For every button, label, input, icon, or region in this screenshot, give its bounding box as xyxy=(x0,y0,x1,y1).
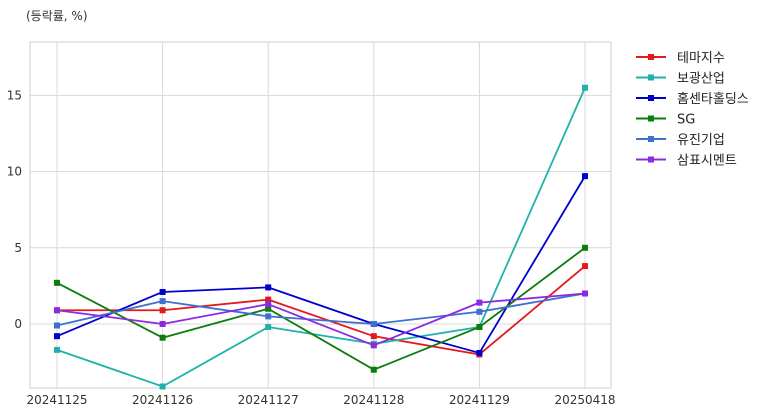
data-point xyxy=(476,324,483,331)
legend-label: 유진기업 xyxy=(677,133,725,148)
y-tick-label: 0 xyxy=(14,317,22,331)
legend-item: 홈센타홀딩스 xyxy=(636,92,749,107)
series-line xyxy=(56,87,586,388)
data-point xyxy=(582,244,588,251)
grid: 20241125 20241126 20241127 20241128 20241129… xyxy=(7,41,616,407)
series-line xyxy=(56,292,586,347)
data-point xyxy=(265,305,272,312)
legend-label: 삼표시멘트 xyxy=(677,154,737,169)
data-point xyxy=(370,342,377,349)
data-point xyxy=(476,349,483,356)
data-point xyxy=(159,307,166,314)
x-tick-label: 20241129 xyxy=(449,393,510,407)
series-SG xyxy=(54,244,588,373)
data-point xyxy=(582,173,588,180)
legend-item: 삼표시멘트 xyxy=(636,154,737,169)
data-point xyxy=(265,313,272,320)
data-point xyxy=(476,308,483,315)
data-point xyxy=(159,334,166,341)
series-lines xyxy=(54,84,588,390)
legend-item: 유진기업 xyxy=(636,133,725,148)
legend-swatch-marker xyxy=(648,115,654,122)
y-tick-label: 10 xyxy=(7,165,22,179)
series-삼표시멘트 xyxy=(54,290,588,349)
data-point xyxy=(54,322,60,329)
data-point xyxy=(370,320,377,327)
data-point xyxy=(159,320,166,327)
legend-label: 홈센타홀딩스 xyxy=(677,92,749,107)
series-line xyxy=(56,247,586,371)
data-point xyxy=(370,366,377,373)
legend-label: 보광산업 xyxy=(677,72,725,87)
legend-swatch-marker xyxy=(648,54,654,60)
series-line xyxy=(57,265,586,356)
data-point xyxy=(54,333,60,340)
legend-item: SG xyxy=(636,113,695,128)
x-tick-label: 20241126 xyxy=(132,393,193,407)
data-point xyxy=(54,307,60,314)
x-tick-label: 20241127 xyxy=(238,393,299,407)
data-point xyxy=(159,383,166,390)
legend-item: 테마지수 xyxy=(636,51,725,66)
legend-label: 테마지수 xyxy=(677,51,725,66)
y-tick-label: 15 xyxy=(7,88,22,102)
data-point xyxy=(159,288,166,295)
data-point xyxy=(159,298,166,305)
y-unit-label: (등락률, %) xyxy=(26,9,88,23)
legend-item: 보광산업 xyxy=(636,72,725,87)
data-point xyxy=(54,279,60,286)
x-tick-label: 20241128 xyxy=(343,393,404,407)
data-point xyxy=(265,296,272,303)
legend-swatch-marker xyxy=(648,74,654,81)
plot-frame xyxy=(29,41,612,389)
legend-swatch-marker xyxy=(648,136,654,142)
data-point xyxy=(582,290,588,297)
x-tick-label: 20250418 xyxy=(554,393,615,407)
legend-swatch-marker xyxy=(648,95,654,101)
data-point xyxy=(265,284,272,291)
legend-swatch-marker xyxy=(648,156,654,163)
data-point xyxy=(265,324,272,331)
data-point xyxy=(582,84,588,91)
x-tick-label: 20241125 xyxy=(26,393,87,407)
y-tick-label: 5 xyxy=(14,241,22,255)
data-point xyxy=(582,263,588,270)
legend-label: SG xyxy=(677,113,695,128)
data-point xyxy=(370,333,377,340)
data-point xyxy=(54,346,60,353)
series-line xyxy=(56,175,586,354)
series-line xyxy=(56,292,586,327)
data-point xyxy=(265,301,272,308)
data-point xyxy=(476,299,483,306)
